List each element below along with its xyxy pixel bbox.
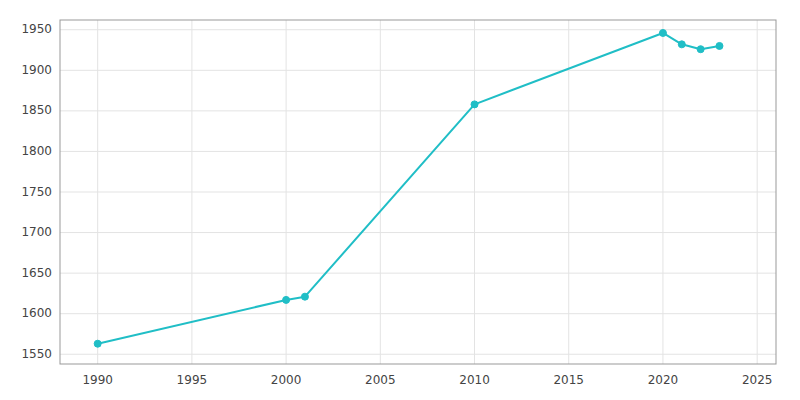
grid-line-y	[60, 232, 776, 233]
point	[283, 296, 290, 303]
tick-labels: 1990 1995 2000 2005 2010 2015 2020 2025 1550 1600…	[21, 22, 772, 387]
grid-line-y	[60, 192, 776, 193]
y-tick-label: 1600	[21, 306, 52, 320]
x-tick-label: 2010	[459, 373, 490, 387]
line	[98, 33, 720, 344]
point	[716, 42, 723, 49]
chart: 1990 1995 2000 2005 2010 2015 2020 2025 1550 1600…	[0, 0, 800, 400]
point	[697, 46, 704, 53]
y-tick-label: 1650	[21, 266, 52, 280]
point	[471, 101, 478, 108]
y-tick-label: 1800	[21, 144, 52, 158]
plot-area	[94, 29, 723, 347]
grid-line-y	[60, 273, 776, 274]
y-tick-label: 1900	[21, 63, 52, 77]
grid	[60, 20, 776, 364]
grid-line-y	[60, 110, 776, 111]
point	[94, 340, 101, 347]
y-tick-label: 1750	[21, 185, 52, 199]
x-tick-label: 2005	[365, 373, 396, 387]
y-tick-label: 1950	[21, 22, 52, 36]
x-tick-label: 2025	[742, 373, 773, 387]
grid-line-y	[60, 70, 776, 71]
chart-container: 1990 1995 2000 2005 2010 2015 2020 2025 1550 1600…	[0, 0, 800, 400]
point	[659, 29, 666, 36]
grid-line-y	[60, 313, 776, 314]
point	[301, 293, 308, 300]
x-tick-label: 1990	[82, 373, 113, 387]
y-tick-label: 1550	[21, 347, 52, 361]
grid-line-y	[60, 151, 776, 152]
plot-frame	[60, 20, 776, 364]
x-tick-label: 2000	[271, 373, 302, 387]
point	[678, 41, 685, 48]
x-tick-label: 2015	[553, 373, 584, 387]
grid-line-y	[60, 354, 776, 355]
y-tick-label: 1850	[21, 103, 52, 117]
x-tick-label: 2020	[648, 373, 679, 387]
grid-line-y	[60, 29, 776, 30]
x-tick-label: 1995	[177, 373, 208, 387]
y-tick-label: 1700	[21, 225, 52, 239]
